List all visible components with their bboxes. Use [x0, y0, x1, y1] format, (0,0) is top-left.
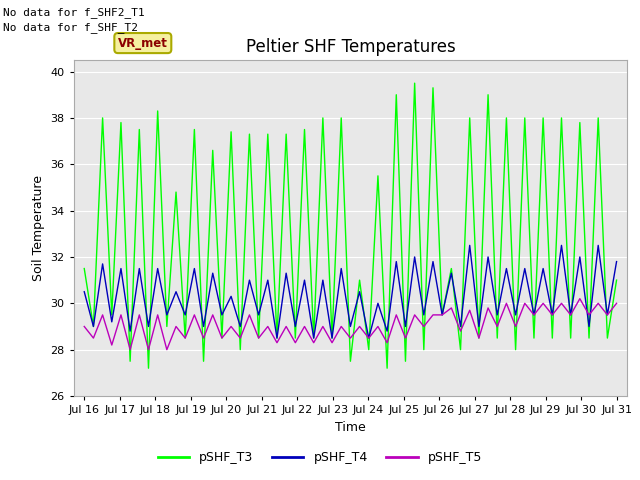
pSHF_T5 [475, 335, 483, 341]
pSHF_T3 [227, 129, 235, 135]
pSHF_T3 [81, 265, 88, 271]
pSHF_T5 [227, 324, 235, 329]
Text: No data for f_SHF2_T1: No data for f_SHF2_T1 [3, 7, 145, 18]
pSHF_T3 [484, 92, 492, 97]
Title: Peltier SHF Temperatures: Peltier SHF Temperatures [246, 37, 455, 56]
pSHF_T4 [163, 312, 171, 318]
Line: pSHF_T5: pSHF_T5 [84, 299, 616, 349]
Text: VR_met: VR_met [118, 36, 168, 49]
pSHF_T3 [145, 365, 152, 371]
pSHF_T5 [81, 324, 88, 329]
Text: No data for f_SHF_T2: No data for f_SHF_T2 [3, 22, 138, 33]
pSHF_T4 [484, 254, 492, 260]
pSHF_T5 [145, 347, 152, 352]
pSHF_T4 [612, 259, 620, 264]
pSHF_T5 [126, 347, 134, 352]
pSHF_T3 [411, 80, 419, 86]
pSHF_T3 [365, 347, 372, 352]
pSHF_T3 [612, 277, 620, 283]
pSHF_T4 [273, 335, 281, 341]
pSHF_T5 [612, 300, 620, 306]
pSHF_T4 [218, 312, 226, 318]
pSHF_T4 [99, 261, 106, 267]
Legend: pSHF_T3, pSHF_T4, pSHF_T5: pSHF_T3, pSHF_T4, pSHF_T5 [153, 446, 487, 469]
pSHF_T4 [466, 242, 474, 248]
pSHF_T5 [172, 324, 180, 329]
pSHF_T3 [172, 189, 180, 195]
pSHF_T3 [99, 115, 106, 121]
pSHF_T3 [136, 127, 143, 132]
pSHF_T4 [365, 335, 372, 341]
Line: pSHF_T4: pSHF_T4 [84, 245, 616, 338]
pSHF_T5 [365, 335, 372, 341]
Line: pSHF_T3: pSHF_T3 [84, 83, 616, 368]
pSHF_T5 [99, 312, 106, 318]
pSHF_T4 [136, 265, 143, 271]
pSHF_T4 [81, 289, 88, 295]
X-axis label: Time: Time [335, 420, 366, 433]
pSHF_T5 [576, 296, 584, 301]
Y-axis label: Soil Temperature: Soil Temperature [32, 175, 45, 281]
